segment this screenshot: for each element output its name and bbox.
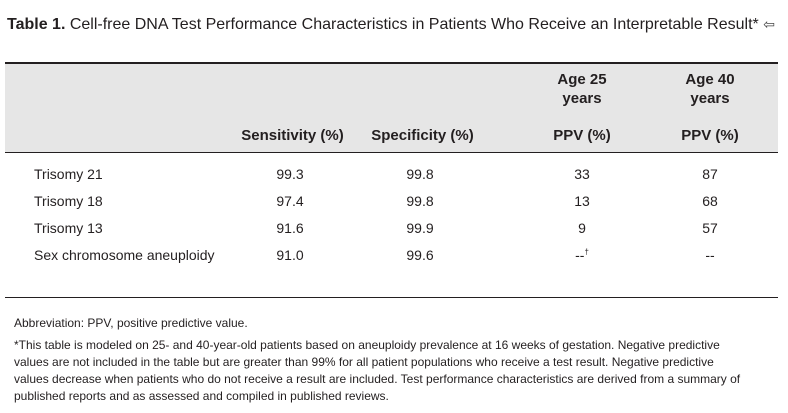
abbreviation-note: Abbreviation: PPV, positive predictive v… [14, 316, 248, 330]
row-specificity: 99.6 [406, 247, 434, 263]
back-arrow-icon[interactable]: ⇦ [763, 16, 775, 32]
table-title: Table 1. Cell-free DNA Test Performance … [7, 14, 777, 35]
row-condition: Trisomy 13 [34, 220, 103, 236]
row-specificity: 99.8 [406, 166, 434, 182]
dash-value: -- [575, 247, 585, 263]
row-ppv25: --† [542, 246, 622, 264]
table-header [5, 62, 778, 153]
row-specificity: 99.9 [406, 220, 434, 236]
row-ppv40: 87 [702, 166, 718, 182]
age40-unit: years [690, 90, 730, 107]
row-ppv40: 68 [702, 193, 718, 209]
ppv25-header: PPV (%) [553, 127, 611, 144]
age25-header: Age 25 years [532, 70, 632, 108]
row-condition: Sex chromosome aneuploidy [34, 247, 215, 263]
specificity-header: Specificity (%) [371, 127, 474, 144]
ppv40-header: PPV (%) [681, 127, 739, 144]
row-sensitivity: 99.3 [276, 166, 304, 182]
table-title-text: Cell-free DNA Test Performance Character… [69, 16, 759, 33]
age40-header: Age 40 years [660, 70, 760, 108]
sensitivity-header: Sensitivity (%) [241, 127, 344, 144]
age25-label: Age 25 [557, 71, 607, 88]
row-sensitivity: 91.0 [276, 247, 304, 263]
dagger-footnote-mark: † [584, 247, 589, 257]
footnote-line: values decrease when patients who do not… [14, 372, 741, 386]
table-number: Table 1. [7, 16, 66, 33]
row-ppv25: 9 [578, 220, 586, 236]
row-ppv40: 57 [702, 220, 718, 236]
row-condition: Trisomy 18 [34, 193, 103, 209]
row-ppv25: 33 [574, 166, 590, 182]
table-bottom-rule [5, 297, 778, 298]
footnote-line: values are not included in the table but… [14, 355, 714, 369]
footnote-line: *This table is modeled on 25- and 40-yea… [14, 338, 720, 352]
row-specificity: 99.8 [406, 193, 434, 209]
age40-label: Age 40 [685, 71, 735, 88]
row-sensitivity: 91.6 [276, 220, 304, 236]
row-ppv40: -- [705, 247, 715, 263]
row-sensitivity: 97.4 [276, 193, 304, 209]
age25-unit: years [562, 90, 602, 107]
row-ppv25: 13 [574, 193, 590, 209]
row-condition: Trisomy 21 [34, 166, 103, 182]
footnote-line: published reports and as assessed and co… [14, 389, 389, 403]
